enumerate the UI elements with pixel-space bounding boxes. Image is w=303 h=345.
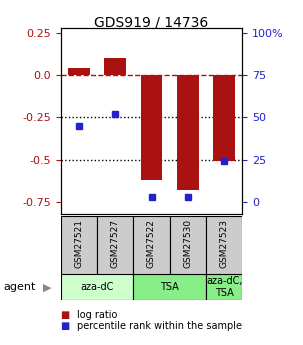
Text: percentile rank within the sample: percentile rank within the sample <box>77 321 242 331</box>
Bar <box>61 274 133 300</box>
Bar <box>170 216 206 274</box>
Bar <box>68 68 90 75</box>
Bar <box>213 75 235 161</box>
Text: GSM27527: GSM27527 <box>111 219 120 268</box>
Text: GSM27521: GSM27521 <box>74 219 83 268</box>
Text: GSM27522: GSM27522 <box>147 219 156 268</box>
Bar <box>97 216 133 274</box>
Bar <box>133 216 170 274</box>
Text: TSA: TSA <box>160 282 179 292</box>
Text: agent: agent <box>3 282 35 292</box>
Bar <box>177 75 199 190</box>
Text: GSM27530: GSM27530 <box>183 219 192 268</box>
Text: aza-dC,
TSA: aza-dC, TSA <box>206 276 242 298</box>
Bar <box>206 216 242 274</box>
Text: GDS919 / 14736: GDS919 / 14736 <box>94 16 209 30</box>
Bar <box>61 216 97 274</box>
Text: GSM27523: GSM27523 <box>220 219 229 268</box>
Text: aza-dC: aza-dC <box>80 282 114 292</box>
Text: ■: ■ <box>61 321 70 331</box>
Bar <box>104 58 126 75</box>
Text: ■: ■ <box>61 310 70 319</box>
Text: log ratio: log ratio <box>77 310 118 319</box>
Bar <box>133 274 206 300</box>
Bar <box>206 274 242 300</box>
Text: ▶: ▶ <box>43 282 51 292</box>
Bar <box>141 75 162 180</box>
